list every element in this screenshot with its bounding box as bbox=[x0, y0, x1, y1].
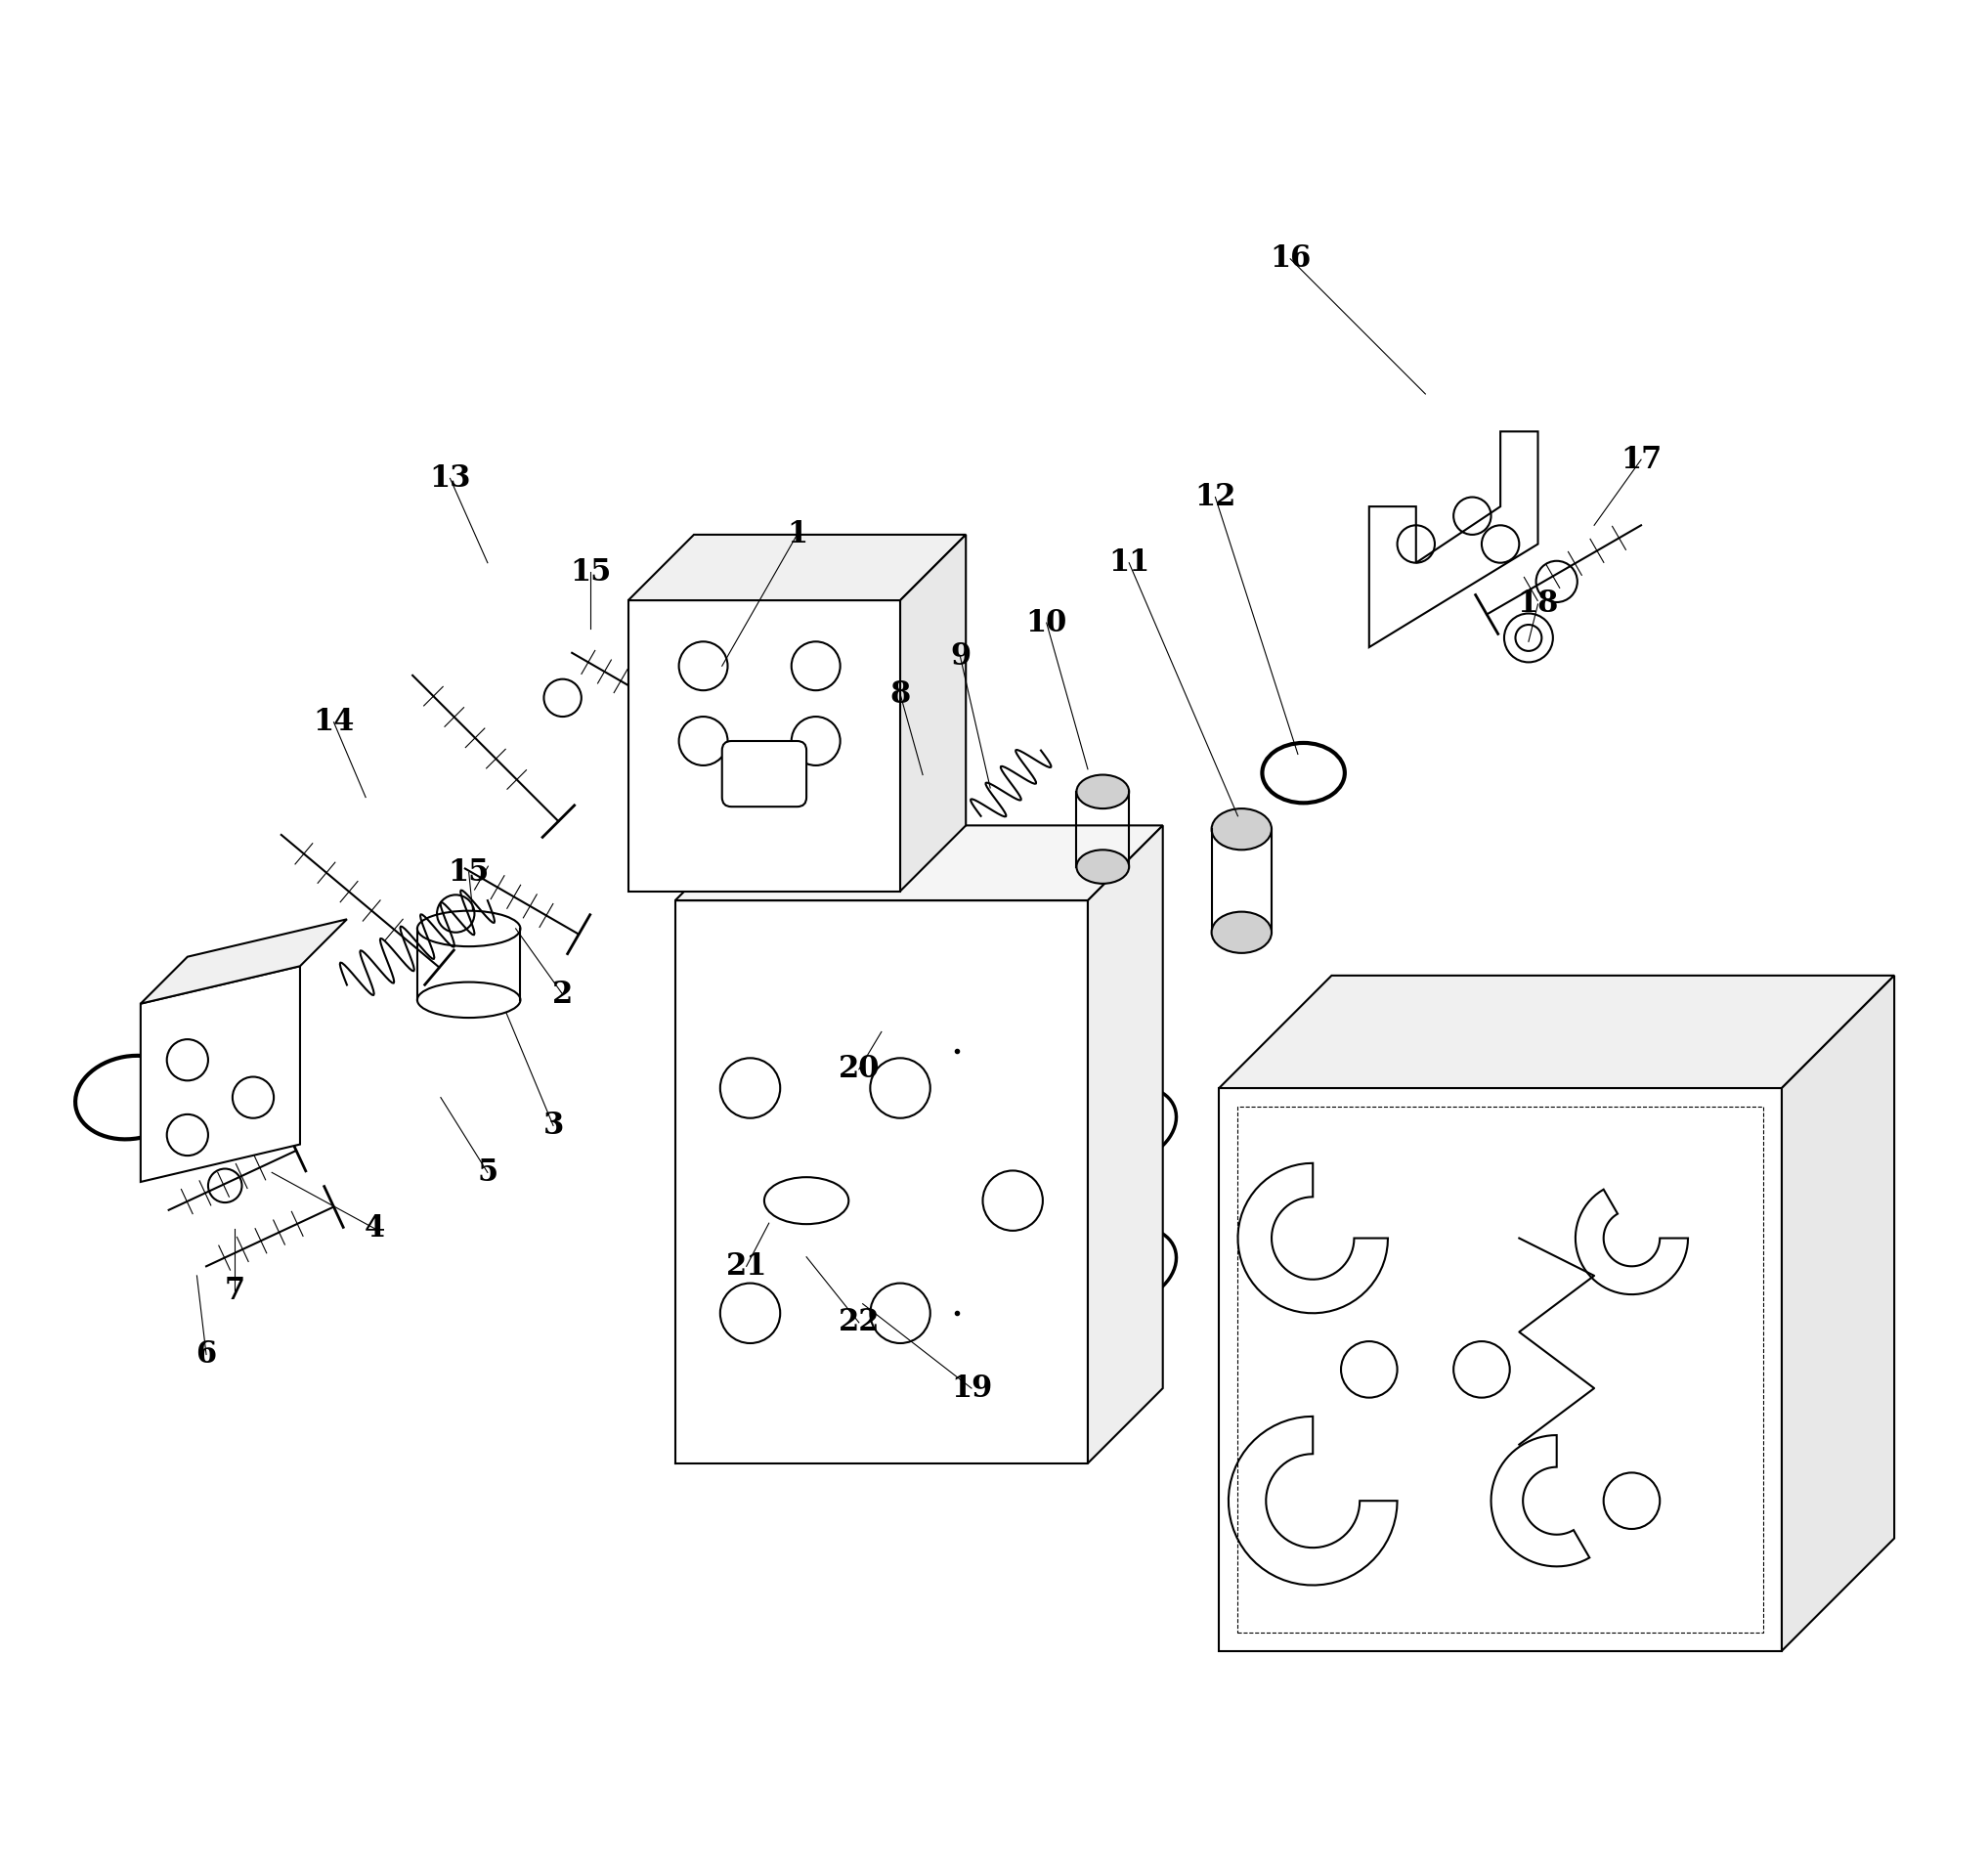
Text: 11: 11 bbox=[1109, 548, 1149, 578]
Text: 20: 20 bbox=[839, 1054, 879, 1084]
Text: 18: 18 bbox=[1517, 589, 1559, 619]
Polygon shape bbox=[1219, 976, 1895, 1088]
Text: 2: 2 bbox=[553, 979, 573, 1009]
Polygon shape bbox=[1491, 1435, 1590, 1566]
Polygon shape bbox=[141, 919, 348, 1004]
Polygon shape bbox=[1087, 825, 1163, 1463]
Polygon shape bbox=[1229, 1416, 1398, 1585]
FancyBboxPatch shape bbox=[722, 741, 807, 807]
Bar bbox=[1219, 1088, 1781, 1651]
Text: 16: 16 bbox=[1270, 244, 1310, 274]
Text: 10: 10 bbox=[1026, 608, 1068, 638]
Text: 21: 21 bbox=[726, 1251, 767, 1281]
Ellipse shape bbox=[1077, 775, 1129, 809]
Text: 15: 15 bbox=[571, 557, 612, 587]
Text: 1: 1 bbox=[787, 520, 807, 550]
Text: 8: 8 bbox=[891, 679, 911, 709]
Polygon shape bbox=[1370, 431, 1539, 647]
Polygon shape bbox=[676, 825, 1163, 900]
Ellipse shape bbox=[1077, 850, 1129, 884]
Text: 17: 17 bbox=[1620, 445, 1662, 475]
Text: 7: 7 bbox=[225, 1276, 245, 1306]
Polygon shape bbox=[141, 966, 300, 1182]
Text: 4: 4 bbox=[364, 1214, 386, 1244]
Text: 9: 9 bbox=[950, 642, 970, 672]
Text: 22: 22 bbox=[839, 1308, 881, 1338]
Text: 13: 13 bbox=[429, 463, 471, 493]
Polygon shape bbox=[1239, 1163, 1388, 1313]
Text: 15: 15 bbox=[447, 857, 489, 887]
Polygon shape bbox=[901, 535, 966, 891]
Ellipse shape bbox=[1211, 809, 1272, 850]
Polygon shape bbox=[628, 600, 901, 891]
Bar bbox=[1239, 1107, 1763, 1632]
Text: 6: 6 bbox=[197, 1339, 217, 1369]
Text: 12: 12 bbox=[1195, 482, 1237, 512]
Text: 19: 19 bbox=[950, 1373, 992, 1403]
Text: 5: 5 bbox=[477, 1157, 497, 1188]
Polygon shape bbox=[676, 900, 1087, 1463]
Ellipse shape bbox=[1211, 912, 1272, 953]
Polygon shape bbox=[1574, 1189, 1688, 1294]
Polygon shape bbox=[628, 535, 966, 600]
Polygon shape bbox=[1781, 976, 1895, 1651]
Text: 3: 3 bbox=[543, 1111, 565, 1141]
Text: 14: 14 bbox=[312, 707, 354, 737]
